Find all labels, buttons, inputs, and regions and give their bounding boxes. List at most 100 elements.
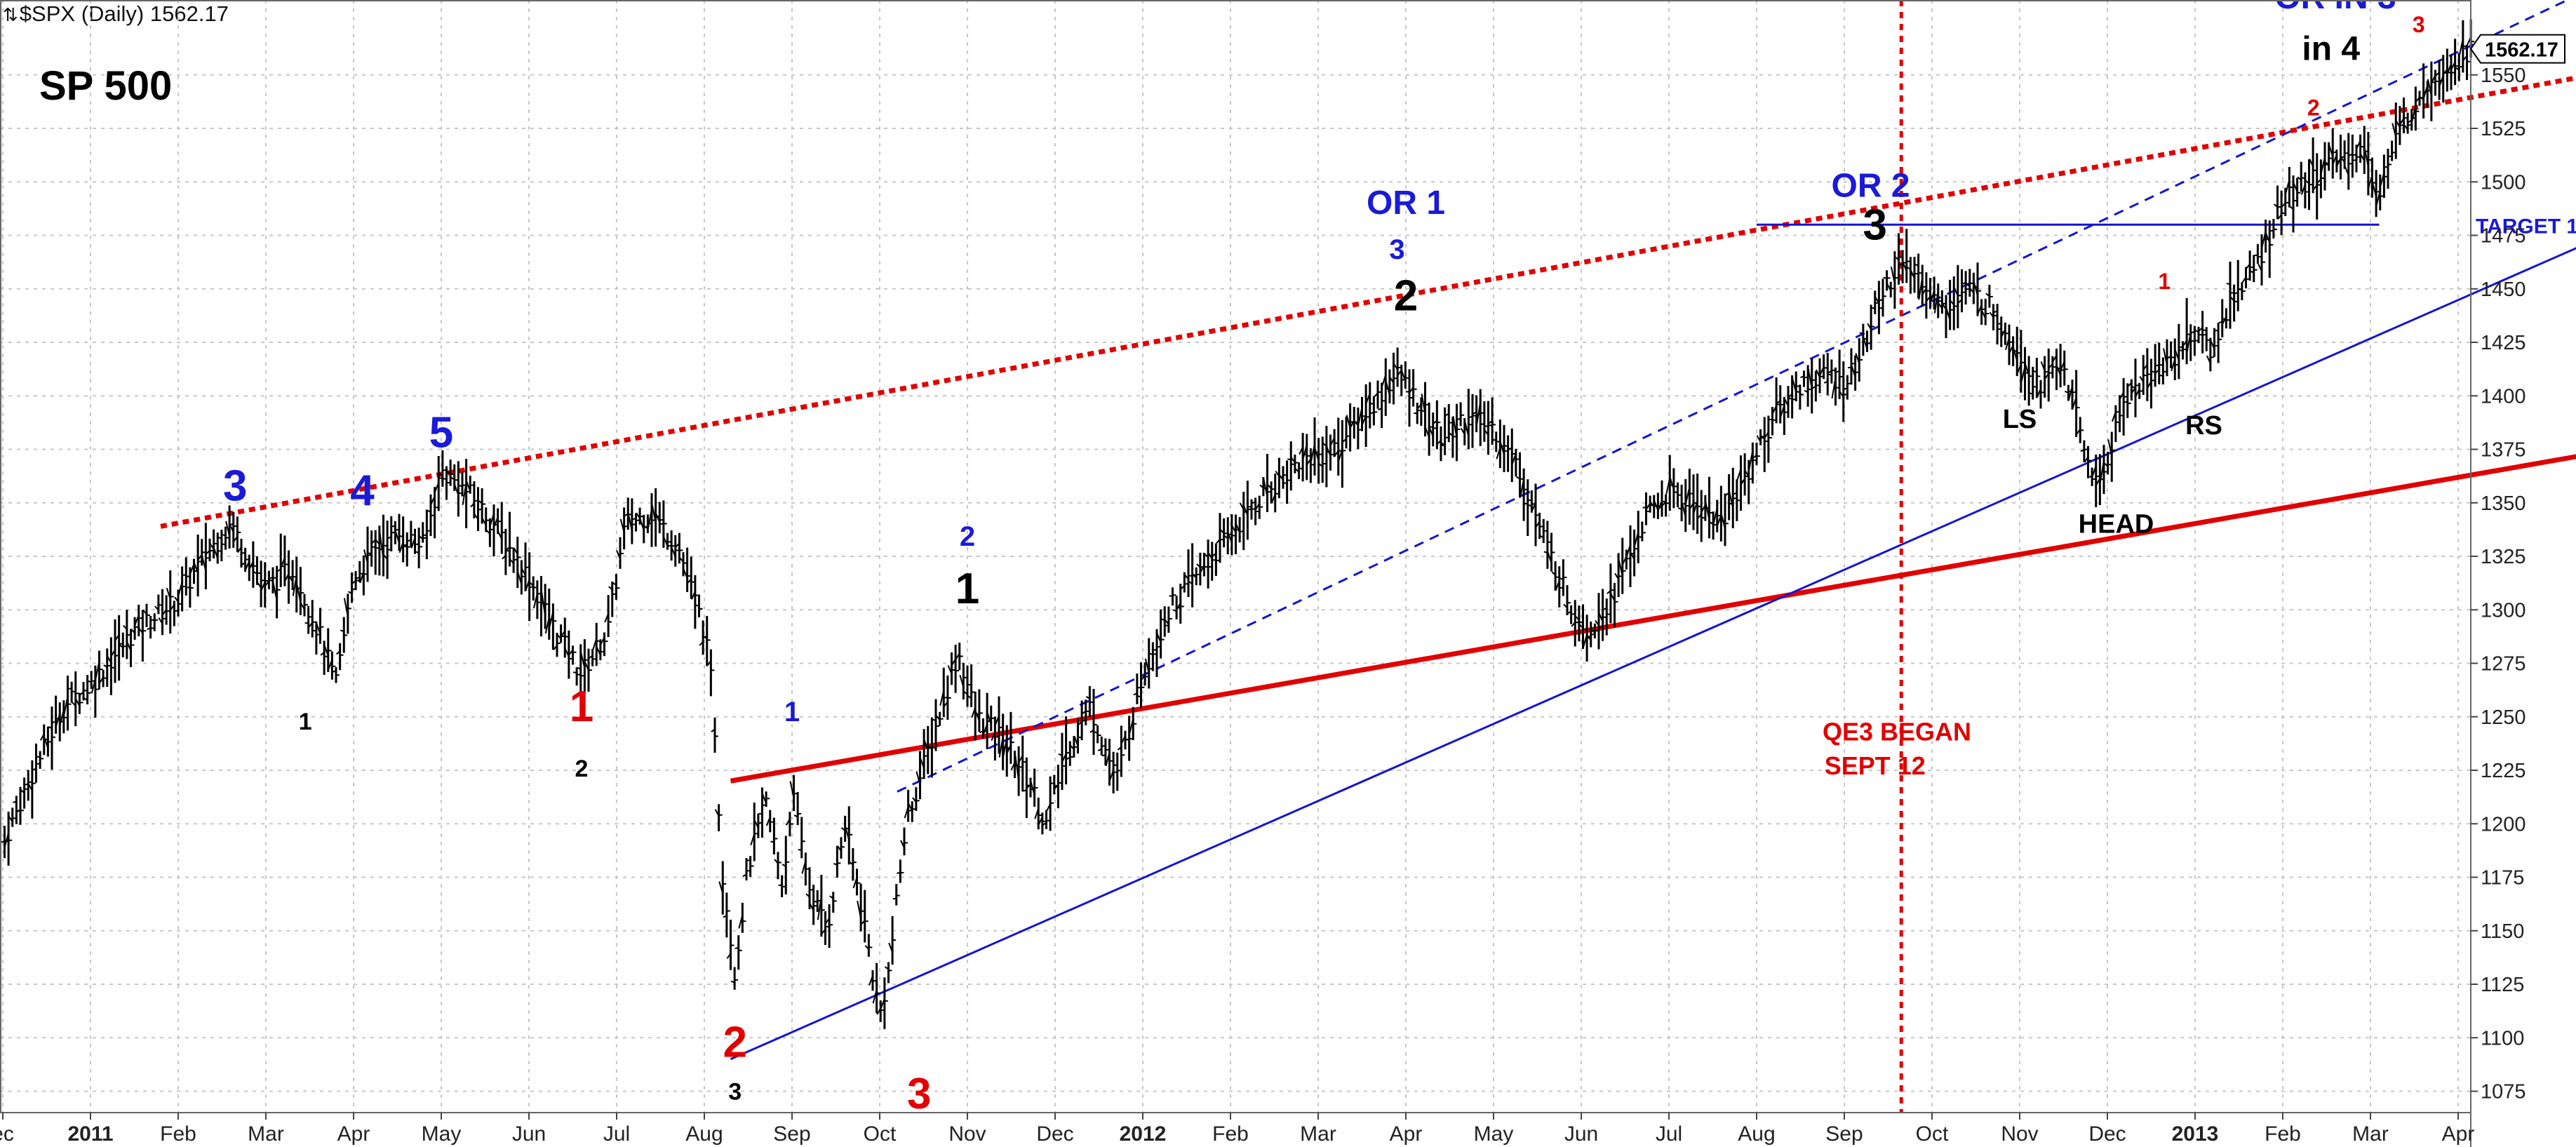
price-bar-open: [509, 558, 514, 564]
price-bar-open: [1508, 447, 1512, 450]
price-bar: [833, 845, 841, 878]
price-bar: [1685, 469, 1693, 525]
price-bar: [1508, 428, 1516, 483]
price-bar-open: [446, 470, 451, 476]
price-bar-open: [2048, 363, 2053, 369]
price-bar: [1567, 605, 1575, 624]
price-bar-open: [532, 593, 538, 609]
price-bar-open: [1595, 619, 1599, 626]
price-bar: [1598, 589, 1606, 641]
price-bar-open: [928, 746, 932, 749]
price-bar: [2076, 417, 2084, 443]
price-bar-open: [1473, 410, 1477, 415]
price-bar: [584, 648, 592, 692]
price-bar-open: [1094, 731, 1099, 735]
price-bar-open: [332, 670, 337, 673]
price-bar: [829, 892, 837, 913]
price-bar-open: [1914, 263, 1919, 267]
price-bar-open: [1926, 296, 1931, 302]
price-bar: [2174, 323, 2182, 380]
price-bar-open: [2443, 69, 2448, 74]
price-bar-open: [1270, 493, 1276, 504]
price-bar-open: [348, 591, 352, 594]
price-bar-open: [1322, 442, 1327, 447]
price-bar: [213, 532, 222, 564]
price-bar: [1764, 415, 1772, 463]
price-bar-open: [904, 806, 909, 819]
price-bar-open: [2423, 85, 2429, 98]
price-bar: [1484, 401, 1492, 455]
price-bar: [1961, 271, 1970, 305]
price-bar: [398, 516, 407, 563]
price-bar-open: [52, 720, 56, 723]
price-bar-open: [2241, 276, 2247, 283]
price-bar-open: [1973, 282, 1978, 297]
price-bar-open: [627, 514, 633, 532]
price-bar: [343, 593, 351, 634]
price-bar-open: [624, 513, 629, 516]
price-bar: [1705, 476, 1713, 539]
wave-annotation: in 4: [2302, 30, 2360, 67]
price-bar: [868, 970, 876, 991]
price-bar-open: [849, 861, 854, 866]
price-bar: [103, 648, 111, 687]
price-bar: [1819, 354, 1827, 380]
price-bar-open: [1649, 502, 1655, 508]
price-bar-open: [821, 929, 826, 934]
price-bar-open: [2328, 145, 2334, 157]
price-bar-open: [1082, 710, 1087, 714]
price-bar-open: [328, 659, 333, 670]
price-bar: [1425, 402, 1433, 456]
price-bar-open: [1835, 370, 1840, 373]
price-bar-open: [971, 707, 977, 718]
price-bar: [296, 567, 304, 615]
price-bar-open: [1061, 753, 1067, 762]
price-bar-open: [1378, 408, 1383, 411]
price-bar-open: [1515, 476, 1521, 480]
price-bar-open: [1500, 442, 1505, 455]
wave-annotation: 2: [723, 1019, 747, 1067]
price-bar-open: [248, 561, 254, 570]
price-bar-open: [1223, 535, 1228, 539]
price-bar: [2060, 350, 2068, 386]
price-bar-open: [1961, 281, 1966, 286]
price-bar-open: [1863, 337, 1868, 349]
price-bar: [568, 645, 577, 665]
price-bar-open: [88, 680, 92, 683]
price-bar: [2246, 250, 2254, 281]
price-bar: [83, 675, 91, 705]
price-bar-open: [1705, 502, 1710, 521]
price-bar: [1681, 479, 1689, 532]
price-bar: [762, 791, 770, 807]
price-bar: [2241, 267, 2250, 289]
price-bar: [892, 884, 900, 906]
price-bar-open: [845, 826, 850, 841]
price-bar: [114, 615, 123, 681]
price-bar: [2111, 405, 2119, 443]
price-bar: [2273, 185, 2281, 220]
price-bar: [1761, 417, 1769, 473]
price-bar-open: [1397, 369, 1402, 376]
price-bar: [470, 481, 478, 518]
price-bar-open: [1449, 432, 1454, 437]
price-bar: [1042, 810, 1050, 829]
x-tick-label: Feb: [160, 1122, 196, 1146]
price-bar: [2372, 170, 2380, 217]
price-bar: [1169, 587, 1176, 606]
price-bar: [32, 743, 40, 783]
price-bar-open: [2439, 75, 2444, 86]
price-bar: [1827, 359, 1835, 384]
y-tick-label: 1125: [2481, 974, 2524, 996]
price-bar-open: [126, 642, 132, 652]
price-bar-open: [2171, 358, 2176, 372]
price-bar-open: [194, 563, 199, 574]
price-bar: [312, 621, 320, 655]
price-bar: [1804, 365, 1812, 407]
price-bar-open: [241, 561, 246, 566]
price-bar-open: [1488, 420, 1493, 424]
price-bar: [912, 787, 920, 811]
price-bar: [174, 589, 182, 617]
price-bar-open: [2396, 121, 2401, 128]
price-bar-open: [2246, 263, 2250, 269]
price-bar-open: [809, 903, 814, 911]
